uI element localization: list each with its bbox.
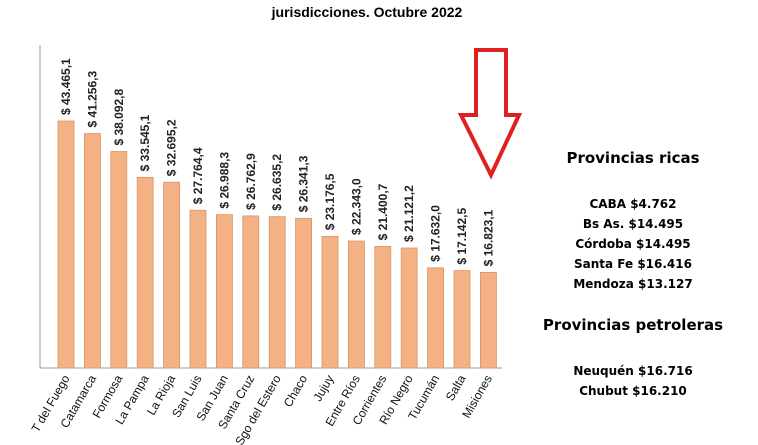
value-label: $ 17.632,0	[429, 205, 443, 262]
value-label: $ 41.256,3	[85, 71, 99, 128]
bar	[321, 235, 339, 369]
value-label: $ 16.823,1	[481, 209, 495, 266]
annotation-item: CABA $4.762	[589, 197, 676, 211]
annotation-item: Chubut $16.210	[579, 384, 687, 398]
bar	[242, 215, 260, 369]
x-tick-label: Salta	[443, 372, 469, 403]
annotation-item: Mendoza $13.127	[573, 277, 692, 291]
bar	[427, 267, 445, 369]
value-label: $ 32.695,2	[165, 119, 179, 176]
value-label: $ 26.341,3	[297, 155, 311, 212]
value-label: $ 21.121,2	[402, 185, 416, 242]
bar	[189, 209, 207, 369]
value-label: $ 38.092,8	[112, 88, 126, 145]
x-tick-label: Chaco	[281, 372, 311, 409]
value-label: $ 21.400,7	[376, 183, 390, 240]
chart-title: jurisdicciones. Octubre 2022	[271, 4, 463, 20]
value-label: $ 27.764,4	[191, 147, 205, 204]
annotation-title: Provincias ricas	[566, 149, 699, 167]
annotation-item: Bs As. $14.495	[583, 217, 683, 231]
bar	[84, 133, 101, 369]
bar	[374, 245, 392, 369]
bar	[268, 216, 286, 369]
value-label: $ 26.762,9	[244, 153, 258, 210]
value-label: $ 43.465,1	[59, 58, 73, 115]
annotation-item: Neuquén $16.716	[573, 364, 692, 378]
value-label: $ 23.176,5	[323, 173, 337, 230]
bar	[163, 181, 181, 369]
value-label: $ 22.343,0	[349, 178, 363, 235]
annotation-title: Provincias petroleras	[543, 316, 723, 334]
bar	[110, 151, 128, 369]
arrow	[457, 48, 523, 180]
bar	[479, 271, 497, 369]
value-label: $ 26.635,2	[270, 154, 284, 211]
value-label: $ 33.545,1	[138, 114, 152, 171]
bar	[215, 214, 233, 369]
annotation-item: Córdoba $14.495	[575, 237, 690, 251]
bar	[57, 120, 75, 369]
bar	[400, 247, 418, 369]
x-tick-label: Jujuy	[310, 373, 336, 404]
value-label: $ 26.988,3	[217, 152, 231, 209]
bar	[453, 270, 471, 369]
bar	[136, 176, 154, 369]
bar	[347, 240, 365, 369]
value-label: $ 17.142,5	[455, 208, 469, 265]
bar	[295, 217, 313, 369]
annotation-item: Santa Fe $16.416	[574, 257, 692, 271]
